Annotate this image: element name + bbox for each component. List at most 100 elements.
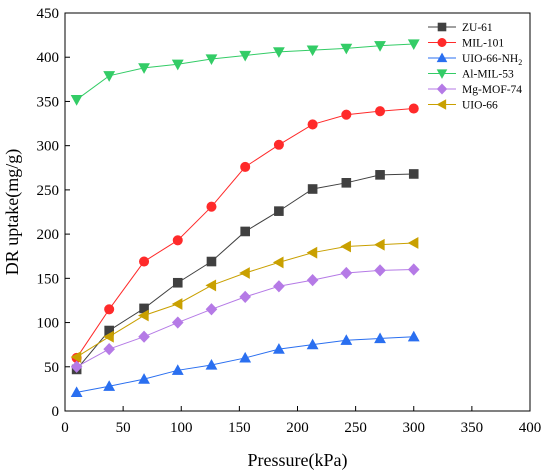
data-point [307, 184, 318, 194]
data-point [306, 273, 319, 287]
data-point [273, 280, 285, 293]
x-tick-label: 100 [170, 420, 193, 436]
data-point [272, 256, 284, 269]
data-point [103, 342, 115, 356]
data-point [408, 103, 419, 114]
data-point [70, 351, 82, 363]
data-point [340, 334, 353, 345]
y-tick-label: 100 [37, 316, 60, 332]
x-tick-label: 250 [344, 420, 367, 436]
data-point [375, 106, 386, 117]
legend-label: Al-MIL-53 [462, 69, 514, 81]
data-point [340, 266, 353, 280]
data-point [306, 338, 319, 350]
y-tick-label: 50 [44, 360, 59, 376]
legend-marker [436, 52, 448, 63]
data-point [70, 95, 83, 106]
y-axis-title: DR uptake(mg/g) [2, 149, 23, 275]
x-axis-title: Pressure(kPa) [248, 450, 348, 471]
legend-item: Mg-MOF-74 [428, 83, 522, 96]
data-point [239, 290, 252, 304]
series-uio-66 [70, 237, 419, 363]
data-point [239, 50, 252, 62]
y-tick-label: 250 [37, 183, 60, 199]
data-point [171, 59, 184, 71]
data-point [70, 360, 83, 373]
data-point [273, 139, 284, 150]
legend-label: ZU-61 [462, 22, 493, 34]
series-al-mil-53 [70, 39, 420, 106]
data-point [138, 330, 150, 343]
series-mg-mof-74 [70, 263, 420, 373]
data-point [274, 206, 284, 216]
axes: 0 50 100 150 200 250 300 350 400 0 50 100 150 200 250 3… [37, 6, 542, 436]
legend-label: UIO-66-NH2 [462, 53, 522, 67]
series-line [76, 336, 414, 393]
data-point [272, 343, 285, 354]
data-point [205, 303, 218, 316]
data-point [407, 263, 420, 276]
data-point [341, 178, 352, 188]
x-tick-label: 200 [286, 420, 309, 436]
x-tick-label: 0 [61, 420, 69, 436]
y-tick-label: 0 [52, 404, 60, 420]
data-point [171, 316, 184, 329]
data-point [70, 386, 83, 398]
legend-label: Mg-MOF-74 [462, 84, 522, 96]
data-point [407, 330, 420, 342]
data-point [205, 358, 218, 370]
data-point [171, 364, 184, 375]
legend-marker [436, 83, 448, 95]
data-point [306, 246, 318, 259]
data-point [103, 380, 116, 391]
y-tick-label: 450 [37, 6, 60, 22]
x-tick-label: 300 [403, 420, 426, 436]
y-tick-label: 300 [37, 139, 60, 155]
data-point [408, 169, 419, 179]
data-point [407, 39, 420, 50]
data-point [240, 161, 251, 172]
data-point [407, 237, 419, 249]
data-point [104, 304, 115, 315]
data-point [138, 373, 150, 384]
data-point [239, 267, 250, 279]
data-point [139, 256, 150, 267]
legend-marker [437, 37, 447, 47]
data-point [341, 109, 352, 120]
data-point [374, 332, 386, 344]
data-point [205, 279, 217, 292]
legend: ZU-61 MIL-101 UIO-66-NH2 Al-MIL-53 Mg-MOF-74… [428, 22, 522, 112]
plot-series [70, 39, 420, 398]
y-tick-label: 150 [37, 271, 60, 287]
x-tick-label: 50 [116, 420, 131, 436]
data-point [171, 298, 183, 310]
data-point [340, 43, 353, 55]
data-point [340, 240, 351, 253]
legend-label: UIO-66 [462, 100, 498, 112]
x-tick-label: 350 [461, 420, 484, 436]
data-point [206, 256, 217, 267]
data-point [172, 235, 183, 246]
data-point [375, 170, 385, 180]
legend-item: MIL-101 [428, 38, 504, 50]
data-point [239, 351, 252, 363]
legend-label: MIL-101 [462, 38, 504, 50]
data-point [272, 47, 285, 58]
x-tick-label: 400 [519, 420, 542, 436]
data-point [103, 330, 114, 343]
legend-item: ZU-61 [428, 22, 493, 34]
y-tick-label: 200 [37, 227, 60, 243]
data-point [374, 238, 385, 251]
data-point [374, 41, 386, 52]
data-point [138, 309, 149, 322]
data-point [374, 264, 386, 277]
x-tick-label: 150 [228, 420, 251, 436]
data-point [240, 226, 250, 237]
y-tick-label: 400 [37, 50, 60, 66]
legend-item: Al-MIL-53 [428, 69, 514, 81]
data-point [138, 63, 150, 74]
legend-item: UIO-66 [428, 99, 498, 112]
legend-marker [436, 99, 447, 110]
data-point [103, 71, 116, 82]
